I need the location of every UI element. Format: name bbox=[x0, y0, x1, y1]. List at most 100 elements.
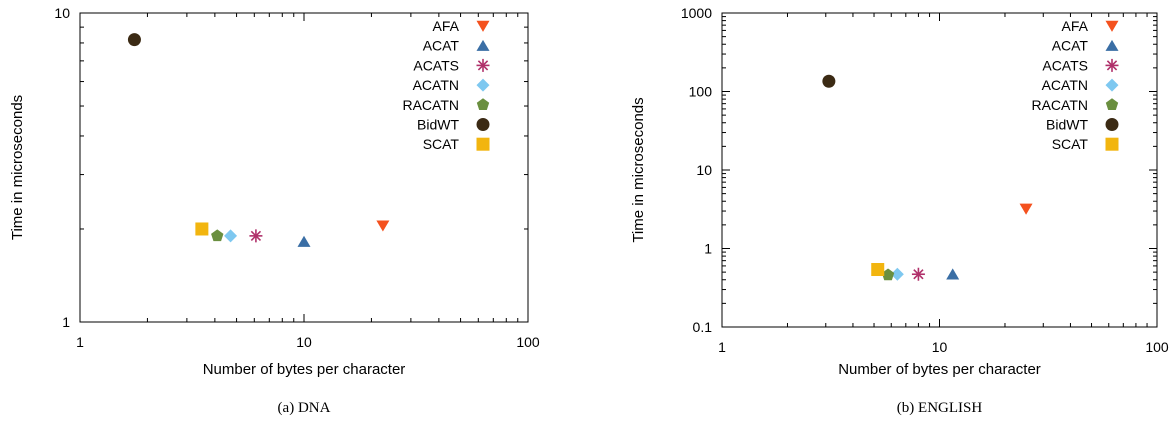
legend-marker-racatn-shape bbox=[476, 98, 490, 111]
legend-marker-racatn-shape bbox=[1105, 98, 1119, 111]
chart-panel-2: 1 10 100 0.1 1 10 100 1000 Number of bytes per c… bbox=[630, 5, 1169, 416]
data-points bbox=[127, 33, 390, 247]
legend-label-bidwt: BidWT bbox=[1046, 117, 1088, 133]
x-axis: 1 10 100 bbox=[76, 13, 540, 350]
point-acatn-shape bbox=[890, 267, 904, 281]
y-tick-label: 100 bbox=[689, 84, 713, 100]
point-acat bbox=[297, 235, 311, 247]
x-tick-label: 100 bbox=[1145, 339, 1169, 355]
legend-label-racatn: RACATN bbox=[402, 97, 459, 113]
legend-marker-bidwt bbox=[476, 118, 490, 131]
data-points bbox=[822, 74, 1033, 281]
y-tick-label: 10 bbox=[696, 162, 712, 178]
legend-marker-afa bbox=[476, 20, 490, 32]
point-scat-shape bbox=[871, 263, 885, 277]
y-tick-label: 10 bbox=[54, 5, 70, 21]
legend-label-scat: SCAT bbox=[423, 136, 460, 152]
legend-label-racatn: RACATN bbox=[1031, 97, 1088, 113]
legend-label-afa: AFA bbox=[1062, 18, 1089, 34]
y-axis: 1 10 bbox=[54, 5, 528, 330]
y-axis: 0.1 1 10 100 1000 bbox=[681, 5, 1157, 335]
legend-label-acats: ACATS bbox=[413, 57, 459, 73]
y-tick-label: 1000 bbox=[681, 5, 712, 21]
y-tick-label: 0.1 bbox=[693, 319, 713, 335]
point-afa-shape bbox=[376, 220, 390, 232]
point-scat-shape bbox=[195, 222, 209, 236]
point-acat-shape bbox=[297, 235, 311, 247]
point-racatn bbox=[211, 229, 224, 242]
legend-marker-bidwt-shape bbox=[476, 118, 490, 131]
point-acats-stroke bbox=[250, 230, 262, 242]
point-bidwt-shape bbox=[822, 74, 836, 88]
x-axis-label: Number of bytes per character bbox=[838, 361, 1041, 378]
point-acats bbox=[911, 267, 925, 281]
legend-marker-bidwt-shape bbox=[1105, 118, 1119, 131]
legend-marker-racatn bbox=[1105, 98, 1119, 111]
caption: (b) ENGLISH bbox=[897, 400, 983, 416]
x-tick-label: 10 bbox=[296, 334, 312, 350]
point-acat-shape bbox=[946, 268, 960, 280]
legend-marker-acats-stroke bbox=[1106, 60, 1118, 71]
legend-label-bidwt: BidWT bbox=[417, 117, 459, 133]
legend-marker-acats-stroke bbox=[477, 60, 489, 71]
y-tick-label: 1 bbox=[62, 314, 70, 330]
point-bidwt bbox=[127, 33, 141, 47]
point-racatn-shape bbox=[881, 268, 895, 281]
legend-marker-acats bbox=[476, 58, 490, 72]
legend-marker-acats bbox=[1105, 58, 1119, 72]
point-acats-stroke bbox=[913, 269, 924, 280]
point-acats bbox=[249, 229, 263, 243]
point-acat bbox=[946, 268, 960, 280]
caption: (a) DNA bbox=[278, 400, 331, 416]
legend: AFA ACAT ACATS ACATN RACATN BidWT SCAT bbox=[1031, 18, 1119, 152]
legend-marker-afa-shape bbox=[476, 20, 490, 32]
legend-marker-acat-shape bbox=[1105, 39, 1119, 51]
legend-marker-acat bbox=[476, 39, 490, 51]
legend-marker-acatn bbox=[476, 78, 490, 92]
point-afa bbox=[1019, 203, 1033, 215]
x-tick-label: 1 bbox=[76, 334, 84, 350]
legend-marker-racatn bbox=[476, 98, 490, 111]
legend-marker-acat bbox=[1105, 39, 1119, 51]
legend-marker-acatn-shape bbox=[476, 78, 490, 92]
legend-marker-scat bbox=[476, 137, 490, 151]
point-scat bbox=[871, 263, 885, 277]
point-acatn bbox=[224, 229, 238, 243]
point-acatn-shape bbox=[224, 229, 238, 243]
legend-marker-scat-shape bbox=[476, 137, 490, 151]
plot-frame bbox=[79, 12, 529, 323]
plot-frame bbox=[721, 12, 1158, 328]
point-acatn bbox=[890, 267, 904, 281]
legend-marker-acatn bbox=[1105, 78, 1119, 92]
x-tick-label: 100 bbox=[516, 334, 540, 350]
legend-label-acatn: ACATN bbox=[413, 77, 459, 93]
legend-label-acat: ACAT bbox=[423, 38, 460, 54]
legend-label-acats: ACATS bbox=[1042, 57, 1088, 73]
x-axis: 1 10 100 bbox=[718, 13, 1169, 355]
x-tick-label: 1 bbox=[718, 339, 726, 355]
legend-label-afa: AFA bbox=[433, 18, 460, 34]
point-racatn bbox=[881, 268, 895, 281]
x-axis-label: Number of bytes per character bbox=[203, 361, 406, 378]
y-tick-label: 1 bbox=[704, 241, 712, 257]
y-axis-label: Time in microseconds bbox=[630, 97, 647, 242]
x-tick-label: 10 bbox=[932, 339, 948, 355]
chart-panel-1: 1 10 100 1 10 Number of bytes per character Ti… bbox=[9, 5, 540, 416]
point-afa bbox=[376, 220, 390, 232]
legend-marker-afa-shape bbox=[1105, 20, 1119, 32]
legend-marker-scat bbox=[1105, 137, 1119, 151]
point-bidwt-shape bbox=[127, 33, 141, 47]
point-bidwt bbox=[822, 74, 836, 88]
legend-marker-acatn-shape bbox=[1105, 78, 1119, 92]
legend-marker-bidwt bbox=[1105, 118, 1119, 131]
point-racatn-shape bbox=[211, 229, 224, 242]
point-afa-shape bbox=[1019, 203, 1033, 215]
legend-marker-afa bbox=[1105, 20, 1119, 32]
y-axis-label: Time in microseconds bbox=[9, 95, 26, 240]
legend-label-acatn: ACATN bbox=[1042, 77, 1088, 93]
point-scat bbox=[195, 222, 209, 236]
legend: AFA ACAT ACATS ACATN RACATN BidWT SCAT bbox=[402, 18, 490, 152]
legend-marker-acat-shape bbox=[476, 39, 490, 51]
legend-label-scat: SCAT bbox=[1052, 136, 1089, 152]
